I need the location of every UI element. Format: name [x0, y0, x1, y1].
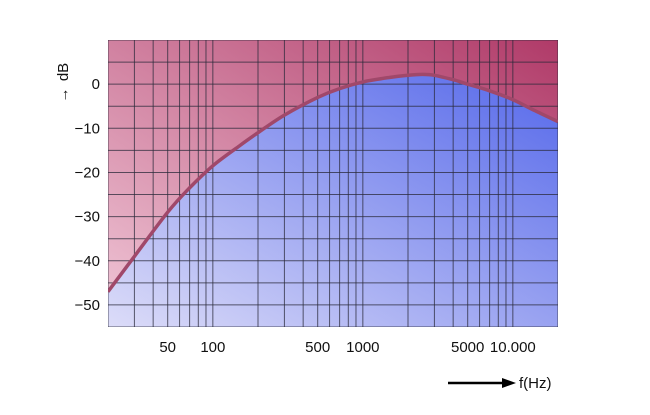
x-tick-label: 100 [200, 339, 225, 356]
y-tick-label: 0 [92, 76, 100, 93]
y-tick-label: −50 [75, 297, 100, 314]
x-tick-label: 500 [305, 339, 330, 356]
response-curve [108, 72, 558, 293]
x-axis-ticks: 50 100 500 1000 5000 10.000 [159, 339, 535, 356]
x-tick-label: 10.000 [490, 339, 536, 356]
x-tick-label: 50 [159, 339, 176, 356]
y-tick-label: −30 [75, 209, 100, 226]
lower-region-area [108, 74, 558, 327]
x-axis-label: f(Hz) [519, 375, 552, 392]
y-axis-arrow: → [55, 88, 72, 103]
x-tick-label: 5000 [451, 339, 484, 356]
y-tick-label: −10 [75, 120, 100, 137]
x-tick-label: 1000 [346, 339, 379, 356]
plot-area [108, 40, 558, 327]
y-axis-label: dB [55, 63, 72, 81]
y-tick-label: −40 [75, 253, 100, 270]
y-tick-label: −20 [75, 164, 100, 181]
y-axis-ticks: 0 −10 −20 −30 −40 −50 [75, 76, 100, 314]
x-axis-arrow [448, 378, 516, 388]
grid [108, 40, 558, 327]
